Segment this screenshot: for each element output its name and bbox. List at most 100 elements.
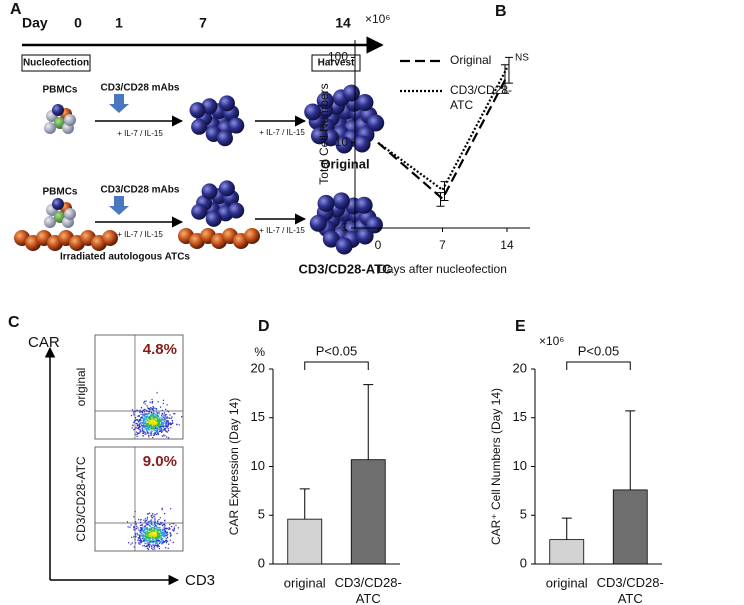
flow-dot xyxy=(156,430,158,432)
flow-dot xyxy=(138,419,141,421)
flow-dot xyxy=(170,534,172,537)
cell xyxy=(332,192,350,210)
flow-dot xyxy=(137,527,139,529)
flow-dot xyxy=(134,529,136,531)
flow-dot xyxy=(143,417,145,419)
flow-plots: original 4.8% CD3/CD28-ATC 9.0% xyxy=(74,334,184,552)
flow-dot xyxy=(143,526,146,528)
flow-dot xyxy=(161,543,163,545)
flow-dot xyxy=(147,543,149,546)
flow-dot xyxy=(146,426,148,428)
flow-dot xyxy=(134,521,137,523)
flow-dot xyxy=(146,545,148,547)
flow-dot xyxy=(149,544,151,546)
flow-dot xyxy=(146,532,149,534)
flow-dot xyxy=(144,431,146,434)
flow-dot xyxy=(158,518,160,521)
error-bar xyxy=(299,488,310,520)
flow-dot xyxy=(155,423,157,426)
flow-dot xyxy=(164,535,166,538)
flow-dot xyxy=(151,541,154,543)
flow-dot xyxy=(156,420,159,422)
flow-dot xyxy=(152,420,154,422)
flow-dot xyxy=(135,522,137,525)
flow-dot xyxy=(160,423,163,426)
flow-dot xyxy=(162,540,165,543)
flow-name: CD3/CD28-ATC xyxy=(74,456,88,541)
flow-dot xyxy=(145,400,147,402)
flow-dot xyxy=(159,430,161,433)
flow-dot xyxy=(138,425,140,427)
cell xyxy=(367,114,385,132)
flow-dot xyxy=(176,423,178,426)
cell xyxy=(201,183,218,200)
error-bar xyxy=(625,410,636,490)
flow-dot xyxy=(160,538,162,540)
flow-dot xyxy=(158,528,160,531)
box-label: Nucleofection xyxy=(23,58,89,69)
flow-dot xyxy=(136,532,138,534)
flow-dot xyxy=(156,413,159,416)
flow-dot xyxy=(153,433,156,435)
cytokine: + IL-7 / IL-15 xyxy=(259,128,305,137)
flow-dot xyxy=(142,540,144,542)
flow-dot xyxy=(162,421,164,424)
flow-dot xyxy=(138,529,140,531)
flow-dot xyxy=(161,529,164,532)
flow-dot xyxy=(156,414,159,417)
panel-label: D xyxy=(258,318,270,335)
x-tick-label: original xyxy=(546,575,588,590)
flow-dot xyxy=(142,534,145,536)
flow-dot xyxy=(155,408,158,410)
flow-dot xyxy=(152,408,154,410)
flow-dot xyxy=(161,431,163,434)
flow-dot xyxy=(135,422,138,425)
flow-dot xyxy=(164,408,167,411)
flow-dot xyxy=(169,508,172,510)
flow-dot xyxy=(153,515,155,517)
flow-dot xyxy=(161,409,163,412)
flow-dot xyxy=(139,422,141,424)
flow-dot xyxy=(136,423,139,425)
flow-dot xyxy=(142,420,145,423)
flow-dot xyxy=(156,412,158,414)
flow-dot xyxy=(165,541,168,544)
day: 1 xyxy=(115,15,123,31)
flow-dot xyxy=(149,539,151,541)
flow-dot xyxy=(136,425,138,427)
flow-dot xyxy=(143,411,146,413)
flow-dot xyxy=(149,401,151,403)
flow-dot xyxy=(155,410,157,412)
flow-dot xyxy=(146,428,148,431)
flow-dot xyxy=(146,431,149,433)
y-tick-label: 5 xyxy=(258,507,265,522)
x-tick-label: 0 xyxy=(375,238,382,252)
flow-dot xyxy=(143,527,145,529)
cell xyxy=(52,104,64,116)
flow-dot xyxy=(139,530,141,532)
cell xyxy=(356,227,374,245)
flow-dot xyxy=(135,524,137,526)
flow-dot xyxy=(157,527,159,529)
flow-dot xyxy=(150,522,152,525)
result: Original xyxy=(320,156,369,171)
flow-dot xyxy=(148,423,151,425)
flow-y-axis: CAR xyxy=(28,334,60,351)
panel-label: B xyxy=(495,3,507,20)
flow-dot xyxy=(137,421,140,423)
cell xyxy=(191,118,208,135)
y-unit: % xyxy=(254,345,265,359)
flow-dot xyxy=(149,531,151,533)
flow-dot xyxy=(162,434,165,436)
flow-dot xyxy=(157,412,159,414)
cell xyxy=(205,210,222,227)
flow-dot xyxy=(166,536,169,539)
flow-dot xyxy=(150,530,153,533)
y-tick-label: 0 xyxy=(520,555,527,570)
flow-dot xyxy=(152,436,154,439)
flow-dot xyxy=(134,410,137,413)
flow-dot xyxy=(158,422,161,424)
flow-dot xyxy=(139,524,142,527)
y-tick-label: 20 xyxy=(513,360,527,375)
flow-dot xyxy=(145,433,147,435)
